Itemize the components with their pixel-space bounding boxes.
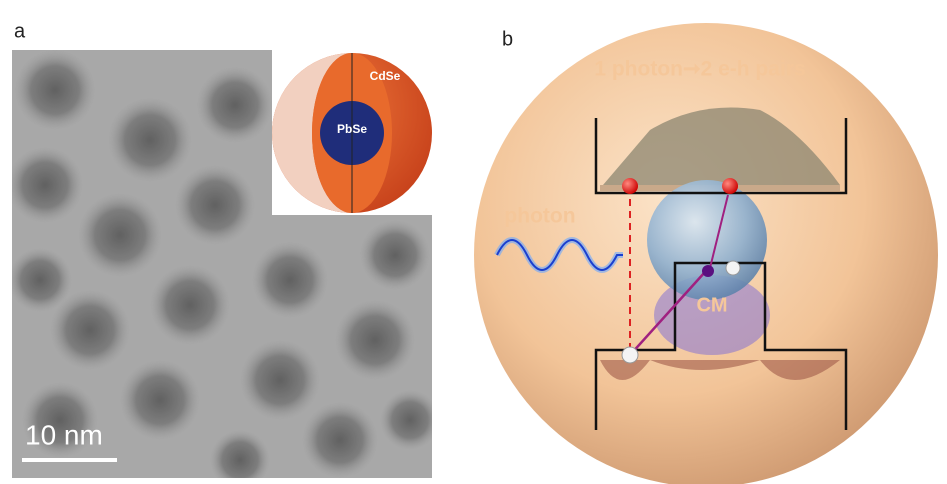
inset-nanocrystal [272, 53, 432, 213]
panel-label: a [14, 20, 26, 42]
cm-label: CM [696, 294, 727, 316]
photon-label: photon [504, 205, 575, 228]
panel-label: b [502, 28, 513, 50]
shell-label: CdSe [370, 69, 401, 83]
scale-bar-label: 10 nm [25, 419, 103, 450]
energy-diagram [474, 23, 938, 484]
core-label: PbSe [337, 122, 367, 136]
panel-title: 1 photon➞2 e-h pairs [594, 58, 805, 81]
